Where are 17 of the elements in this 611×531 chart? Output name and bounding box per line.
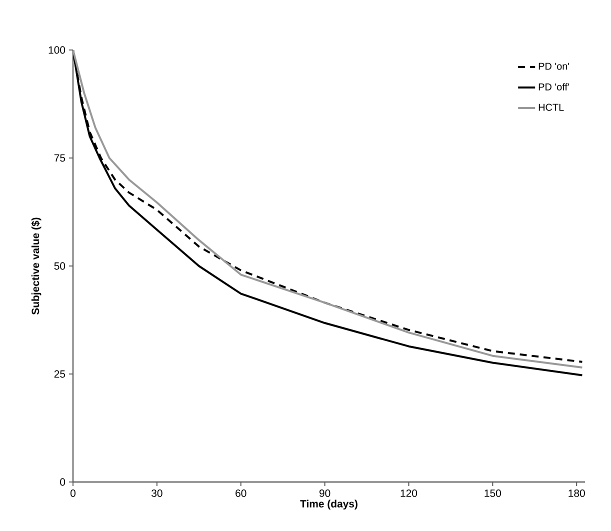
x-tick-label: 150	[484, 490, 501, 497]
x-tick-label: 60	[236, 490, 246, 497]
y-tick-label: 50	[54, 262, 66, 270]
legend-label: HCTL	[538, 104, 564, 111]
x-tick-label: 90	[319, 490, 330, 497]
y-tick-label: 0	[60, 478, 66, 486]
y-axis-title: Subjective value ($)	[31, 218, 42, 315]
legend-label: PD 'off'	[538, 83, 569, 90]
x-axis-title: Time (days)	[300, 500, 358, 510]
x-tick-label: 180	[568, 490, 585, 497]
x-tick-label: 120	[400, 490, 418, 497]
y-tick-label: 25	[54, 370, 66, 378]
y-tick-label: 100	[48, 46, 66, 54]
y-tick-label: 75	[54, 154, 66, 162]
legend-label: PD 'on'	[538, 62, 570, 70]
x-tick-label: 30	[152, 490, 162, 497]
x-tick-label: 0	[70, 490, 76, 497]
